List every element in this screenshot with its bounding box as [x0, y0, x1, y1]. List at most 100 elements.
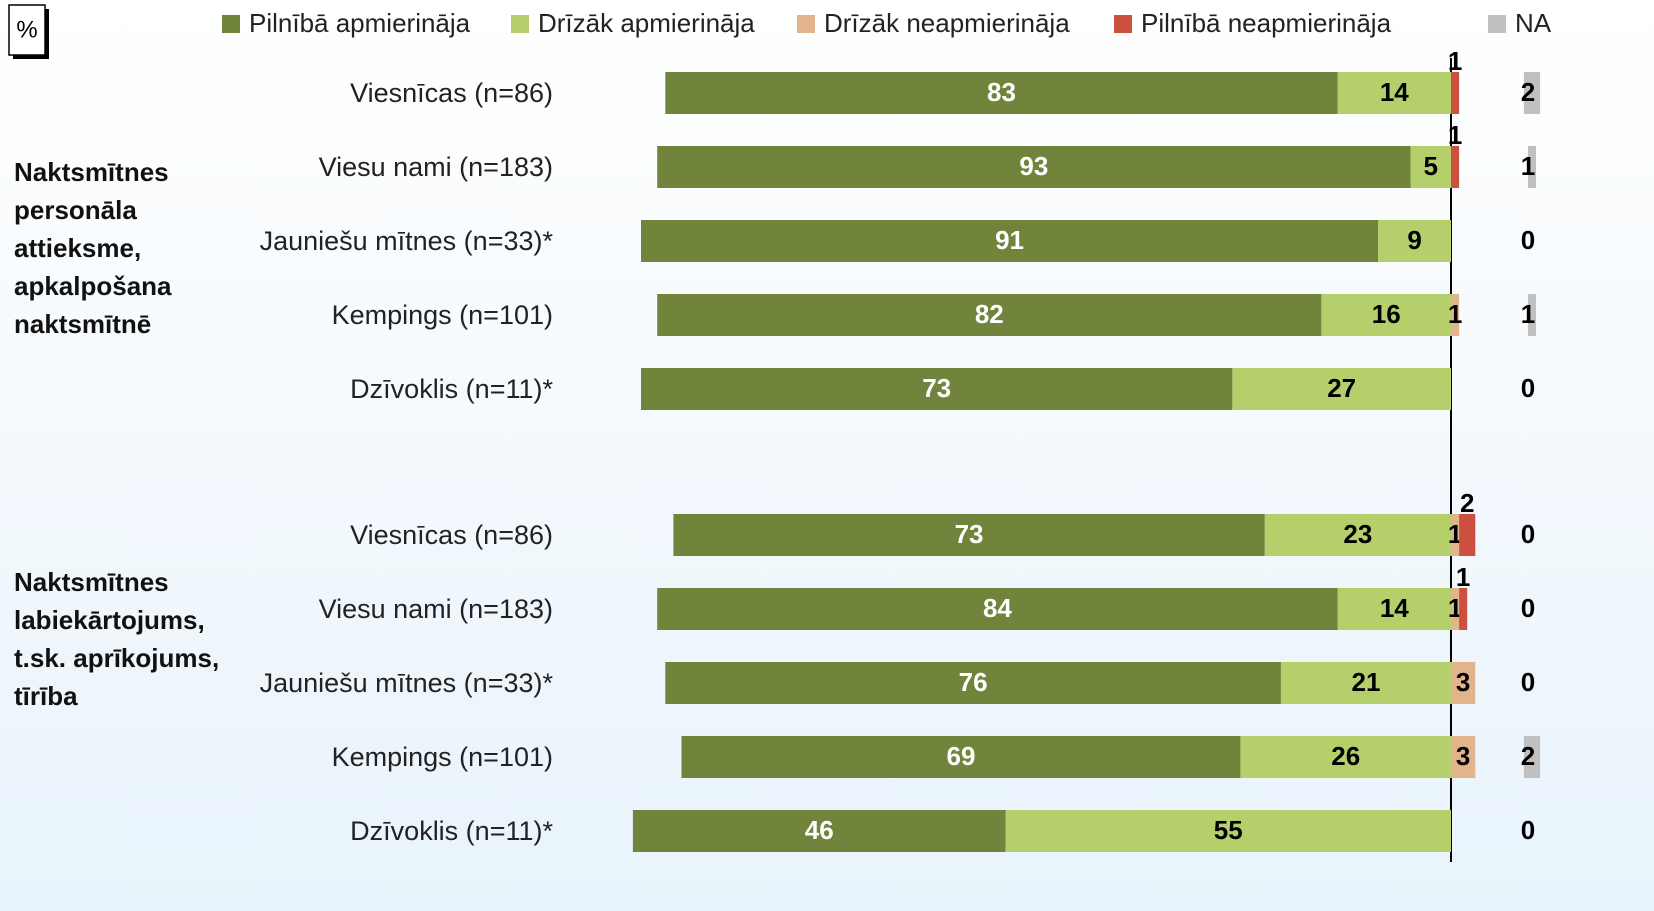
value-label: 73 [955, 519, 984, 549]
bar-segment [1459, 514, 1476, 556]
bar-segment [1337, 72, 1451, 114]
value-label: 3 [1456, 667, 1470, 697]
value-label: 9 [1407, 225, 1421, 255]
bar-segment [1451, 588, 1460, 630]
unit-box [8, 4, 46, 56]
bar-segment [1459, 588, 1468, 630]
bar-segment [1410, 146, 1451, 188]
bar-segment [1264, 514, 1451, 556]
bar-segment [1451, 146, 1460, 188]
category-label: Dzīvoklis (n=11)* [350, 816, 553, 846]
category-label: Kempings (n=101) [332, 300, 553, 330]
bar-segment [657, 294, 1322, 336]
value-label: 46 [805, 815, 834, 845]
bar-segment [1280, 662, 1451, 704]
value-label: 1 [1448, 299, 1462, 329]
value-label: 69 [946, 741, 975, 771]
bar-segment [673, 514, 1265, 556]
value-label: 73 [922, 373, 951, 403]
legend-label: Drīzāk apmierināja [538, 8, 755, 38]
bar-segment [632, 810, 1006, 852]
category-label: Dzīvoklis (n=11)* [350, 374, 553, 404]
value-label: 84 [983, 593, 1012, 623]
bar-segment [1240, 736, 1451, 778]
value-label: 82 [975, 299, 1004, 329]
group-label: t.sk. aprīkojums, [14, 643, 219, 673]
na-label: 0 [1521, 225, 1535, 255]
value-label: 76 [959, 667, 988, 697]
category-label: Viesnīcas (n=86) [350, 78, 553, 108]
na-bar [1523, 736, 1541, 778]
legend-swatch [1114, 15, 1132, 33]
group-label: Naktsmītnes [14, 567, 169, 597]
value-label: 93 [1019, 151, 1048, 181]
bar-segment [665, 72, 1338, 114]
category-label: Viesnīcas (n=86) [350, 520, 553, 550]
group-label: naktsmītnē [14, 309, 151, 339]
value-label: 23 [1343, 519, 1372, 549]
bar-segment [657, 588, 1338, 630]
na-label: 0 [1521, 519, 1535, 549]
bar-segment [1451, 294, 1460, 336]
value-label: 3 [1456, 741, 1470, 771]
value-label: 27 [1327, 373, 1356, 403]
legend-label: Drīzāk neapmierināja [824, 8, 1070, 38]
bar-segment [1451, 514, 1460, 556]
value-label: 1 [1456, 562, 1470, 592]
na-label: 2 [1521, 741, 1535, 771]
na-label: 0 [1521, 593, 1535, 623]
na-label: 0 [1521, 373, 1535, 403]
na-label: 2 [1521, 77, 1535, 107]
legend-swatch [511, 15, 529, 33]
value-label: 91 [995, 225, 1024, 255]
bar-segment [1451, 662, 1476, 704]
group-label: personāla [14, 195, 137, 225]
category-label: Kempings (n=101) [332, 742, 553, 772]
value-label: 5 [1424, 151, 1438, 181]
category-label: Viesu nami (n=183) [319, 152, 553, 182]
bar-segment [1232, 368, 1451, 410]
value-label: 2 [1460, 488, 1474, 518]
bar-segment [681, 736, 1241, 778]
na-label: 1 [1521, 151, 1535, 181]
legend-label: Pilnībā neapmierināja [1141, 8, 1392, 38]
na-bar [1527, 146, 1537, 188]
legend-swatch [222, 15, 240, 33]
bar-segment [1451, 72, 1460, 114]
bar-segment [641, 220, 1379, 262]
na-label: 1 [1521, 299, 1535, 329]
bar-segment [657, 146, 1411, 188]
group-label: attieksme, [14, 233, 141, 263]
bar-segment [1451, 736, 1476, 778]
na-label: 0 [1521, 667, 1535, 697]
legend-label: NA [1515, 8, 1552, 38]
bar-segment [1337, 588, 1451, 630]
category-label: Viesu nami (n=183) [319, 594, 553, 624]
bar-segment [665, 662, 1281, 704]
group-label: tīrība [14, 681, 78, 711]
value-label: 1 [1448, 519, 1462, 549]
group-label: Naktsmītnes [14, 157, 169, 187]
value-label: 14 [1380, 593, 1409, 623]
value-label: 14 [1380, 77, 1409, 107]
bar-segment [641, 368, 1233, 410]
value-label: 1 [1448, 120, 1462, 150]
category-label: Jauniešu mītnes (n=33)* [260, 668, 554, 698]
bar-segment [1005, 810, 1451, 852]
category-label: Jauniešu mītnes (n=33)* [260, 226, 554, 256]
value-label: 16 [1372, 299, 1401, 329]
bar-segment [1378, 220, 1451, 262]
value-label: 1 [1448, 593, 1462, 623]
na-label: 0 [1521, 815, 1535, 845]
value-label: 26 [1331, 741, 1360, 771]
bar-segment [1321, 294, 1451, 336]
value-label: 83 [987, 77, 1016, 107]
unit-label: % [16, 16, 37, 43]
value-label: 1 [1448, 46, 1462, 76]
legend-label: Pilnībā apmierināja [249, 8, 471, 38]
value-label: 55 [1214, 815, 1243, 845]
legend-swatch [1488, 15, 1506, 33]
group-label: labiekārtojums, [14, 605, 205, 635]
